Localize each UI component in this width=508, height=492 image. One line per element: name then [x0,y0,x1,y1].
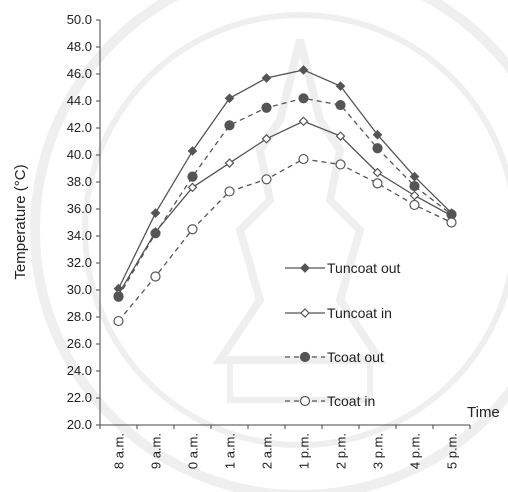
legend-item: Tuncoat in [285,305,392,321]
y-tick-label: 22.0 [67,390,92,405]
data-point [335,159,346,170]
y-tick-label: 36.0 [67,201,92,216]
data-point [224,120,235,131]
data-point [261,174,272,185]
x-tick-label: 4 p.m. [408,433,423,469]
series-line [117,97,452,298]
data-point [150,228,161,239]
x-tick-label: 1 p.m. [297,433,312,469]
legend-item: Tcoat in [285,393,375,409]
data-point [372,178,383,189]
y-tick-label: 50.0 [67,12,92,27]
y-tick-label: 40.0 [67,147,92,162]
series-3 [113,93,457,302]
data-point [335,131,346,141]
data-point [261,102,272,113]
x-tick-label: 1 a.m. [223,433,238,469]
data-point [298,65,309,75]
data-point [187,171,198,182]
data-point [409,199,420,211]
data-point [446,217,457,228]
series-line [117,69,452,289]
series-line [117,120,452,295]
legend-label: Tuncoat out [327,260,401,276]
y-tick-label: 48.0 [67,39,92,54]
legend-label: Tuncoat in [327,305,392,321]
x-tick-label: 9 a.m. [149,433,164,469]
legend-marker [300,263,310,273]
series-layer [113,65,457,327]
legend-marker [299,395,311,407]
data-point [409,171,420,182]
series-1 [113,65,457,294]
y-tick-label: 26.0 [67,336,92,351]
data-point [150,271,161,282]
series-line [117,158,452,322]
y-tick-label: 42.0 [67,120,92,135]
x-axis-ticks: 8 a.m. 9 a.m. 0 a.m. 1 a.m. 2 a.m. 1 p.m. 2 p.… [99,425,471,469]
x-tick-label: 2 a.m. [260,433,275,469]
series-4 [113,153,457,327]
legend-item: Tcoat out [285,349,384,365]
data-point [409,180,420,192]
y-tick-label: 20.0 [67,417,92,432]
data-point [298,93,309,104]
y-tick-label: 30.0 [67,282,92,297]
x-tick-label: 8 a.m. [112,433,127,469]
data-point [113,291,124,302]
y-tick-label: 38.0 [67,174,92,189]
legend-marker [300,308,310,318]
data-point [224,158,235,168]
data-point [224,93,235,104]
y-tick-label: 44.0 [67,93,92,108]
data-point [187,182,198,193]
data-point [261,73,272,83]
data-point [224,186,235,197]
data-point [298,153,309,165]
data-point [298,116,309,127]
y-tick-label: 24.0 [67,363,92,378]
y-tick-label: 32.0 [67,255,92,270]
legend: Tuncoat out Tuncoat in Tcoat out Tcoat in [285,260,401,409]
data-point [187,224,198,235]
legend-label: Tcoat in [327,393,375,409]
legend-item: Tuncoat out [285,260,401,276]
data-point [335,81,346,91]
data-point [150,208,161,218]
y-axis-ticks: 50.0 48.0 46.0 44.0 42.0 40.0 38.0 36.0 34.0 32.0… [67,12,100,432]
y-axis-title: Temperature (°C) [12,164,29,279]
x-axis-title: Time [467,404,500,421]
data-point [372,129,383,140]
data-point [187,146,198,156]
data-point [372,143,383,154]
data-point [335,99,346,111]
x-tick-label: 0 a.m. [186,433,201,469]
data-point [261,133,272,144]
legend-label: Tcoat out [327,349,384,365]
x-tick-label: 5 p.m. [445,433,460,469]
series-2 [113,116,457,299]
data-point [113,315,124,327]
x-tick-label: 2 p.m. [334,433,349,469]
x-tick-label: 3 p.m. [371,433,386,469]
legend-marker [299,351,311,363]
y-tick-label: 46.0 [67,66,92,81]
data-point [409,190,420,201]
y-tick-label: 34.0 [67,228,92,243]
y-tick-label: 28.0 [67,309,92,324]
data-point [372,167,383,178]
